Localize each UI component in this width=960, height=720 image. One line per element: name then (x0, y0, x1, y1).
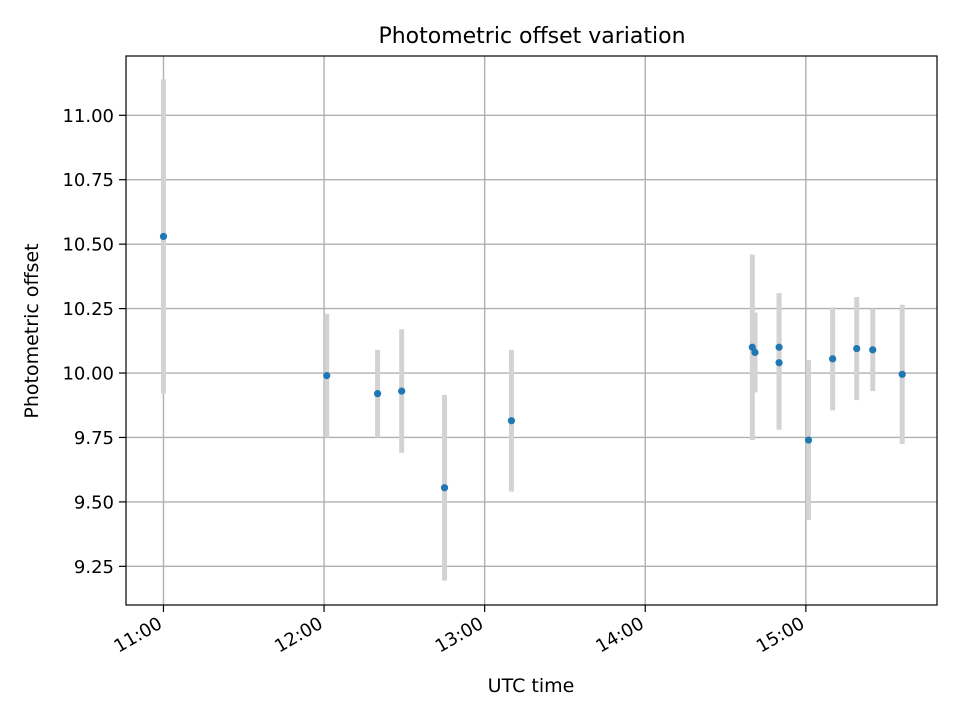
data-points (159, 232, 906, 492)
y-tick-label: 10.50 (62, 235, 114, 256)
data-point (804, 436, 813, 444)
data-point (373, 390, 382, 398)
chart-title: Photometric offset variation (378, 24, 685, 49)
grid (126, 56, 937, 605)
data-point (869, 346, 877, 354)
y-tick-label: 9.25 (74, 557, 114, 578)
x-tick-label: 12:00 (271, 613, 326, 657)
y-axis-ticks: 9.25 9.50 9.75 10.00 10.25 10.50 10.75 11.00 (62, 106, 126, 578)
y-tick-label: 9.75 (74, 428, 114, 449)
plot-frame (125, 55, 938, 606)
y-tick-label: 10.25 (62, 299, 114, 320)
data-point (398, 387, 406, 395)
data-point (853, 344, 861, 353)
data-point (898, 370, 906, 378)
data-point (440, 484, 449, 492)
x-tick-label: 11:00 (111, 613, 166, 657)
y-axis-label: Photometric offset (21, 243, 43, 418)
y-tick-label: 10.00 (62, 364, 114, 385)
x-axis-ticks: 11:00 12:00 13:00 14:00 15:00 (111, 605, 808, 657)
x-tick-label: 15:00 (753, 613, 808, 657)
y-tick-label: 11.00 (62, 106, 114, 127)
data-point (751, 348, 759, 357)
data-point (323, 372, 331, 380)
y-tick-label: 10.75 (62, 170, 114, 191)
data-point (775, 343, 783, 351)
data-point (775, 359, 783, 367)
y-tick-label: 9.50 (74, 492, 114, 513)
x-tick-label: 13:00 (432, 613, 487, 657)
error-bars (160, 79, 905, 581)
data-point (829, 355, 837, 363)
data-point (507, 417, 516, 425)
data-point (159, 232, 168, 241)
x-axis-label: UTC time (488, 675, 575, 697)
x-tick-label: 14:00 (592, 613, 647, 657)
